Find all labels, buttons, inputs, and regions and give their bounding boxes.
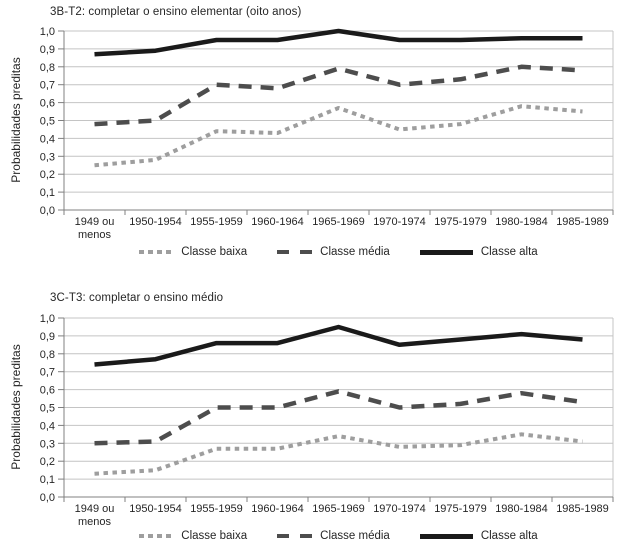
x-tick-label: 1950-1954	[129, 503, 182, 515]
y-tick-label: 0,8	[40, 62, 55, 74]
y-tick-label: 1,0	[40, 313, 55, 325]
y-tick-label: 0,4	[40, 133, 55, 145]
y-tick-label: 0,3	[40, 151, 55, 163]
y-tick-label: 0,0	[40, 205, 55, 217]
y-tick-label: 0,7	[40, 80, 55, 92]
y-tick-label: 0,6	[40, 98, 55, 110]
chart-title: 3C-T3: completar o ensino médio	[50, 292, 224, 304]
x-tick-label: 1970-1974	[373, 503, 426, 515]
series-line-classe-baixa	[94, 104, 583, 168]
y-tick-label: 0,4	[40, 420, 55, 432]
solid-line-swatch-icon	[419, 249, 473, 255]
x-tick-label: 1955-1959	[190, 216, 243, 228]
y-tick-label: 0,9	[40, 44, 55, 56]
y-tick-label: 0,5	[40, 403, 55, 415]
y-tick-label: 0,1	[40, 187, 55, 199]
y-tick-label: 0,3	[40, 438, 55, 450]
dashed-line-swatch-icon	[277, 250, 313, 254]
y-tick-label: 0,5	[40, 116, 55, 128]
legend-item-classe-baixa: Classe baixa	[139, 246, 247, 258]
x-tick-label: 1965-1969	[312, 216, 365, 228]
x-tick-label: 1960-1964	[251, 503, 304, 515]
legend-label: Classe alta	[480, 530, 538, 542]
line-chart-canvas: 0,0 0,1 0,2 0,3 0,4 0,5 0,6 0,7 0,8 0,9 1,0 1949 ou…	[40, 26, 614, 241]
y-tick-label: 0,9	[40, 331, 55, 343]
y-tick-label: 0,7	[40, 367, 55, 379]
x-tick-label: 1985-1989	[556, 503, 609, 515]
series-line-classe-média	[94, 64, 583, 127]
legend-label: Classe alta	[480, 246, 538, 258]
x-tick-label: 1949 ou menos	[75, 216, 115, 241]
y-tick-label: 0,0	[40, 492, 55, 504]
y-tick-label: 0,1	[40, 474, 55, 486]
chart-legend: Classe baixa Classe média Classe alta	[64, 529, 613, 543]
legend-item-classe-media: Classe média	[277, 530, 390, 542]
x-tick-label: 1980-1984	[495, 503, 548, 515]
legend-item-classe-alta: Classe alta	[419, 530, 538, 542]
series-line-classe-alta	[94, 28, 583, 57]
legend-item-classe-media: Classe média	[277, 246, 390, 258]
dotted-line-swatch-icon	[139, 534, 174, 538]
legend-item-classe-baixa: Classe baixa	[139, 530, 247, 542]
dashed-line-swatch-icon	[277, 534, 313, 538]
series-line-classe-alta	[94, 324, 583, 367]
legend-label: Classe média	[320, 246, 390, 258]
x-tick-label: 1955-1959	[190, 503, 243, 515]
legend-label: Classe baixa	[181, 246, 248, 258]
y-tick-label: 0,8	[40, 349, 55, 361]
dotted-line-swatch-icon	[139, 250, 174, 254]
series-line-classe-baixa	[94, 432, 583, 476]
y-tick-label: 1,0	[40, 26, 55, 38]
x-tick-label: 1965-1969	[312, 503, 365, 515]
legend-label: Classe baixa	[181, 530, 248, 542]
x-tick-label: 1960-1964	[251, 216, 304, 228]
legend-item-classe-alta: Classe alta	[419, 246, 538, 258]
y-tick-label: 0,2	[40, 169, 55, 181]
x-tick-label: 1970-1974	[373, 216, 426, 228]
chart-legend: Classe baixa Classe média Classe alta	[64, 245, 613, 259]
y-tick-label: 0,2	[40, 456, 55, 468]
x-tick-label: 1980-1984	[495, 216, 548, 228]
series-line-classe-média	[94, 389, 583, 446]
x-tick-label: 1949 ou menos	[75, 503, 115, 528]
solid-line-swatch-icon	[419, 533, 473, 539]
x-tick-label: 1975-1979	[434, 216, 487, 228]
line-chart-canvas: 0,0 0,1 0,2 0,3 0,4 0,5 0,6 0,7 0,8 0,9 1,0 1949 ou…	[40, 313, 614, 528]
legend-label: Classe média	[320, 530, 390, 542]
x-tick-label: 1985-1989	[556, 216, 609, 228]
y-tick-label: 0,6	[40, 385, 55, 397]
chart-title: 3B-T2: completar o ensino elementar (oit…	[50, 6, 302, 18]
x-tick-label: 1950-1954	[129, 216, 182, 228]
x-tick-label: 1975-1979	[434, 503, 487, 515]
